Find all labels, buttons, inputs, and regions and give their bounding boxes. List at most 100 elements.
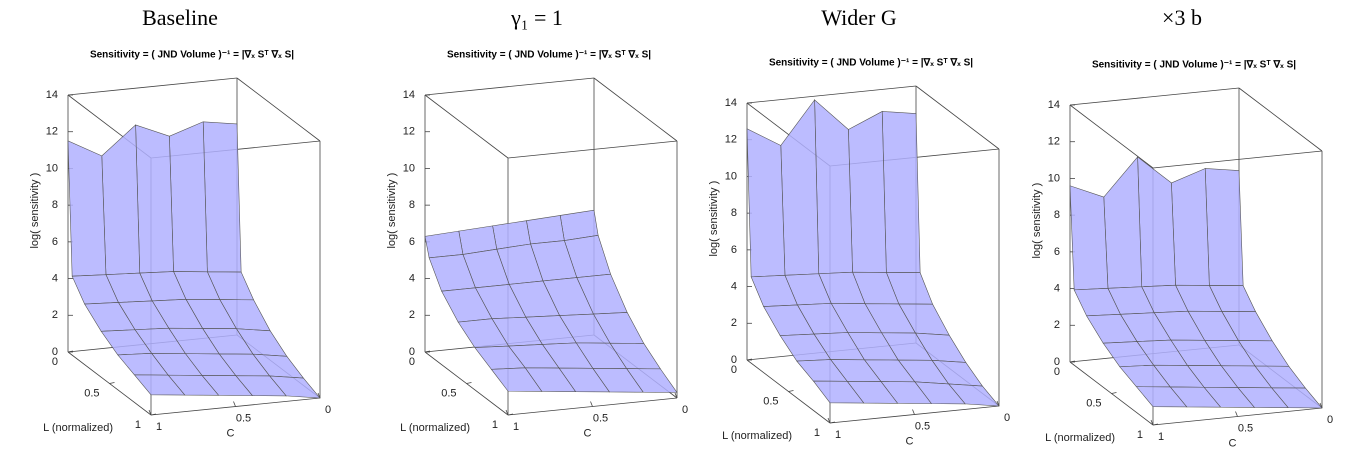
surface-patch	[135, 124, 174, 274]
panel-title: Wider G	[821, 5, 897, 30]
c-tick	[827, 417, 831, 424]
box-edge	[1152, 150, 1323, 169]
z-tick-label: 2	[52, 309, 58, 321]
panel-subtitle: Sensitivity = ( JND Volume )⁻¹ = |∇ₓ Sᵀ …	[1092, 60, 1296, 71]
z-axis-label: log( sensitivity )	[1031, 183, 1043, 259]
z-axis-label: log( sensitivity )	[29, 173, 41, 249]
c-axis-label: C	[906, 435, 914, 447]
surface-patch	[202, 121, 242, 273]
z-tick-label: 8	[731, 207, 737, 219]
z-tick-label: 4	[409, 272, 415, 284]
box-edge	[1238, 87, 1323, 152]
z-tick-label: 12	[403, 126, 415, 138]
c-tick-label: 1	[513, 421, 519, 433]
l-tick-label: 0	[1054, 366, 1060, 378]
z-tick-label: 12	[46, 126, 58, 138]
panel-subtitle: Sensitivity = ( JND Volume )⁻¹ = |∇ₓ Sᵀ …	[769, 58, 973, 69]
c-axis-label: C	[227, 427, 235, 439]
c-tick	[590, 401, 593, 407]
z-tick-label: 14	[403, 89, 415, 101]
surface-patch	[169, 121, 208, 273]
panel-subtitle: Sensitivity = ( JND Volume )⁻¹ = |∇ₓ Sᵀ …	[90, 50, 294, 61]
surface-patch	[1137, 156, 1176, 288]
l-tick-label: 0	[52, 356, 58, 368]
l-tick	[1152, 423, 1159, 426]
surface-patch	[424, 230, 464, 259]
z-tick-label: 8	[1054, 209, 1060, 221]
box-edge	[1069, 87, 1240, 106]
surface-patch	[848, 110, 887, 273]
z-tick-label: 6	[731, 244, 737, 256]
z-tick-label: 0	[409, 346, 415, 358]
l-tick-label: 0	[731, 364, 737, 376]
z-tick-label: 2	[1054, 319, 1060, 331]
c-axis-label: C	[1229, 437, 1237, 449]
c-tick-label: 0.5	[915, 420, 930, 432]
panel-subtitle: Sensitivity = ( JND Volume )⁻¹ = |∇ₓ Sᵀ …	[447, 50, 651, 61]
l-tick	[466, 382, 472, 384]
panel-title: γ₁ = 1	[510, 5, 563, 30]
z-tick-label: 0	[52, 346, 58, 358]
c-tick	[505, 409, 509, 416]
box-edge	[67, 77, 238, 96]
panel-title: ×3 b	[1162, 5, 1202, 30]
z-tick-label: 0	[731, 354, 737, 366]
c-tick-label: 1	[835, 429, 841, 441]
l-tick	[746, 358, 753, 361]
z-tick-label: 12	[1048, 136, 1060, 148]
l-tick-label: 1	[492, 419, 498, 431]
z-tick-label: 14	[46, 89, 58, 101]
l-tick	[150, 413, 157, 416]
box-edge	[236, 77, 321, 142]
c-tick-label: 0	[325, 404, 331, 416]
surface-patch	[812, 380, 865, 404]
z-tick-label: 2	[731, 317, 737, 329]
z-tick-label: 10	[1048, 172, 1060, 184]
l-tick	[109, 382, 115, 384]
surface-patch	[780, 98, 820, 276]
surface-patch	[1171, 168, 1210, 286]
surface-patch	[101, 124, 141, 275]
l-tick-label: 1	[1137, 429, 1143, 441]
z-tick-label: 10	[403, 162, 415, 174]
c-tick	[674, 392, 678, 399]
c-tick	[148, 409, 152, 416]
z-axis-label: log( sensitivity )	[386, 173, 398, 249]
z-tick-label: 8	[409, 199, 415, 211]
surface-patch	[490, 367, 543, 392]
l-tick	[829, 421, 836, 424]
c-tick-label: 1	[1158, 431, 1164, 443]
l-tick-label: 0.5	[1086, 397, 1101, 409]
surface-patch	[814, 99, 853, 275]
z-tick-label: 10	[46, 162, 58, 174]
z-tick-label: 2	[409, 309, 415, 321]
l-tick-label: 1	[814, 427, 820, 439]
box-edge	[1069, 104, 1154, 169]
panel-title: Baseline	[142, 5, 218, 30]
z-tick-label: 4	[1054, 282, 1060, 294]
z-tick-label: 0	[1054, 356, 1060, 368]
l-tick-label: 0.5	[441, 387, 456, 399]
c-tick-label: 0	[1004, 412, 1010, 424]
surface-patch	[1069, 185, 1109, 291]
c-tick	[233, 401, 236, 407]
c-tick-label: 0.5	[593, 412, 608, 424]
box-edge	[915, 85, 1000, 150]
l-tick	[1111, 392, 1117, 394]
z-tick-label: 14	[725, 97, 737, 109]
z-tick-label: 6	[1054, 246, 1060, 258]
box-edge	[507, 140, 678, 159]
box-edge	[424, 77, 595, 96]
c-tick-label: 0.5	[236, 412, 251, 424]
z-tick-label: 6	[52, 236, 58, 248]
surface-patch	[881, 111, 921, 274]
box-edge	[593, 77, 678, 142]
c-tick-label: 0	[1327, 414, 1333, 426]
z-tick-label: 10	[725, 170, 737, 182]
surface-patch	[526, 215, 565, 245]
surface-patch	[1135, 386, 1188, 408]
l-axis-label: L (normalized)	[400, 422, 470, 434]
c-tick-label: 1	[156, 421, 162, 433]
c-tick	[912, 409, 915, 415]
